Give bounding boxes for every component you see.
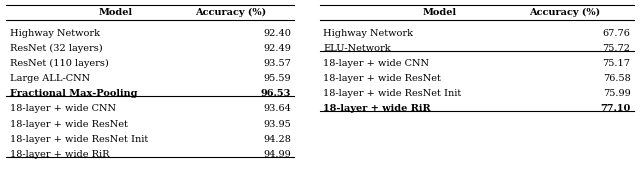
Text: 96.53: 96.53	[261, 89, 291, 98]
Text: 18-layer + wide ResNet: 18-layer + wide ResNet	[10, 120, 127, 129]
Text: ELU-Network: ELU-Network	[323, 44, 391, 53]
Text: 94.28: 94.28	[263, 135, 291, 144]
Text: ResNet (32 layers): ResNet (32 layers)	[10, 44, 102, 53]
Text: Highway Network: Highway Network	[10, 29, 100, 38]
Text: 75.17: 75.17	[602, 59, 630, 68]
Text: Accuracy (%): Accuracy (%)	[529, 8, 600, 17]
Text: 76.58: 76.58	[603, 74, 630, 83]
Text: 95.59: 95.59	[264, 74, 291, 83]
Text: Accuracy (%): Accuracy (%)	[195, 8, 267, 17]
Text: 67.76: 67.76	[602, 29, 630, 38]
Text: Fractional Max-Pooling: Fractional Max-Pooling	[10, 89, 137, 98]
Text: ResNet (110 layers): ResNet (110 layers)	[10, 59, 108, 68]
Text: 18-layer + wide ResNet Init: 18-layer + wide ResNet Init	[10, 135, 148, 144]
Text: 18-layer + wide ResNet Init: 18-layer + wide ResNet Init	[323, 89, 461, 98]
Text: 18-layer + wide RiR: 18-layer + wide RiR	[10, 150, 109, 159]
Text: 93.57: 93.57	[263, 59, 291, 68]
Text: 93.64: 93.64	[263, 104, 291, 113]
Text: 18-layer + wide RiR: 18-layer + wide RiR	[323, 104, 431, 113]
Text: 92.40: 92.40	[263, 29, 291, 38]
Text: 18-layer + wide CNN: 18-layer + wide CNN	[323, 59, 429, 68]
Text: Large ALL-CNN: Large ALL-CNN	[10, 74, 90, 83]
Text: 75.72: 75.72	[602, 44, 630, 53]
Text: 75.99: 75.99	[603, 89, 630, 98]
Text: 18-layer + wide CNN: 18-layer + wide CNN	[10, 104, 116, 113]
Text: 92.49: 92.49	[263, 44, 291, 53]
Text: 18-layer + wide ResNet: 18-layer + wide ResNet	[323, 74, 441, 83]
Text: Model: Model	[99, 8, 133, 17]
Text: 94.99: 94.99	[264, 150, 291, 159]
Text: Highway Network: Highway Network	[323, 29, 413, 38]
Text: 93.95: 93.95	[264, 120, 291, 129]
Text: 77.10: 77.10	[600, 104, 630, 113]
Text: Model: Model	[422, 8, 456, 17]
